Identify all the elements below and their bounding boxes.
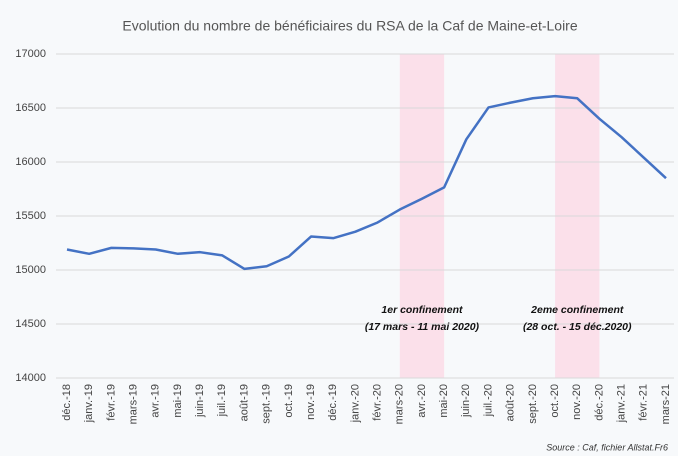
- source: Source : Caf, fichier Allstat.Fr6: [546, 442, 668, 452]
- x-tick-label: avr.-20: [416, 384, 428, 418]
- x-tick-label: août-19: [238, 384, 250, 421]
- x-tick-label: juin-20: [460, 384, 472, 418]
- y-tick-label: 15500: [15, 210, 46, 222]
- x-tick-label: nov.-19: [305, 384, 317, 420]
- chart-title: Evolution du nombre de bénéficiaires du …: [122, 18, 577, 34]
- y-tick-label: 16500: [15, 102, 46, 114]
- data-line: [66, 94, 667, 271]
- x-tick-label: mars-19: [127, 384, 139, 424]
- x-tick-label: mars-20: [394, 384, 406, 424]
- range-label: (28 oct. - 15 déc.2020): [523, 321, 632, 333]
- x-tick-label: déc.-19: [327, 384, 339, 421]
- y-tick-label: 14000: [15, 372, 46, 384]
- range-label: 1er confinement: [381, 304, 463, 316]
- range-label: (17 mars - 11 mai 2020): [365, 321, 480, 333]
- x-tick-label: nov.-20: [571, 384, 583, 420]
- x-tick-label: févr.-20: [371, 384, 383, 421]
- x-tick-label: juil.-19: [216, 384, 228, 417]
- x-tick-label: janv.-19: [83, 384, 95, 423]
- y-tick-label: 15000: [15, 264, 46, 276]
- x-tick-label: oct.-20: [549, 384, 561, 418]
- range-label: 2eme confinement: [530, 304, 624, 316]
- x-tick-label: juil.-20: [482, 384, 494, 417]
- x-tick-label: janv.-21: [616, 384, 628, 423]
- x-tick-label: févr.-21: [638, 384, 650, 421]
- x-tick-label: août-20: [505, 384, 517, 421]
- x-tick-label: janv.-20: [349, 384, 361, 423]
- y-tick-label: 16000: [15, 156, 46, 168]
- x-tick-label: sept.-20: [527, 384, 539, 424]
- x-tick-label: sept.-19: [261, 384, 273, 424]
- x-tick-label: oct.-19: [283, 384, 295, 418]
- x-tick-label: mai-19: [172, 384, 184, 418]
- y-tick-label: 17000: [15, 48, 46, 60]
- x-tick-label: févr.-19: [105, 384, 117, 421]
- x-tick-label: avr.-19: [150, 384, 162, 418]
- x-tick-label: déc.-18: [61, 384, 73, 421]
- x-tick-label: juin-19: [194, 384, 206, 418]
- x-tick-label: mars-21: [660, 384, 672, 424]
- y-tick-label: 14500: [15, 318, 46, 330]
- x-tick-label: mai-20: [438, 384, 450, 418]
- x-tick-label: déc.-20: [593, 384, 605, 421]
